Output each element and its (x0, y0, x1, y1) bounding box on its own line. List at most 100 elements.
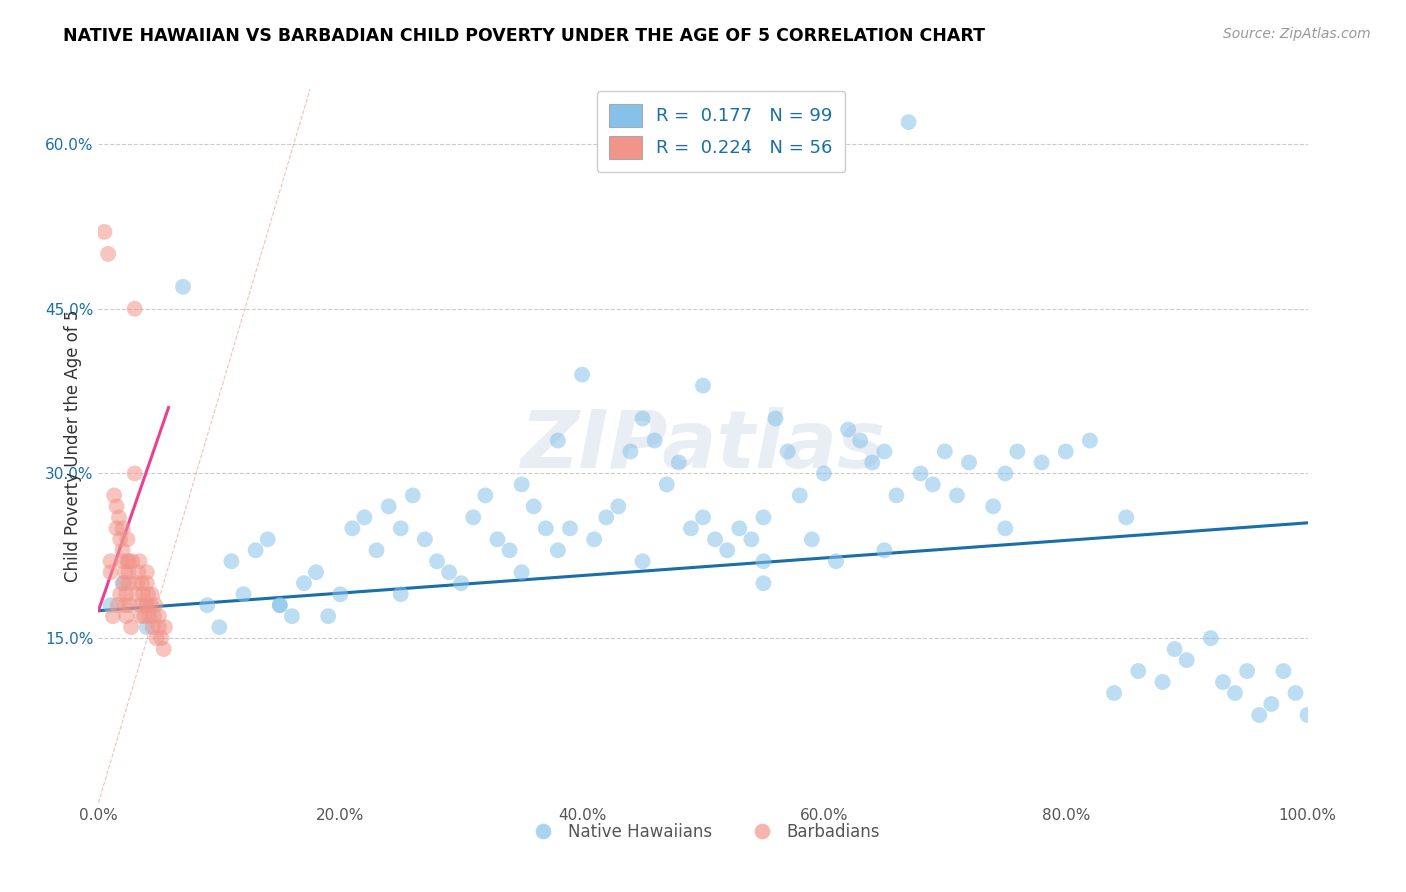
Point (127, 566, 149, 580)
Point (1212, 675, 1234, 690)
Point (100, 554, 122, 568)
Point (619, 444, 641, 458)
Point (195, 598, 218, 612)
Text: Source: ZipAtlas.com: Source: ZipAtlas.com (1223, 27, 1371, 41)
Point (474, 488, 496, 502)
Point (150, 631, 173, 645)
Point (921, 477, 943, 491)
Point (837, 423, 859, 437)
Point (946, 488, 969, 502)
Point (153, 620, 176, 634)
Point (120, 620, 142, 634)
Point (125, 587, 148, 601)
Point (108, 510, 131, 524)
Point (1115, 510, 1137, 524)
Point (138, 609, 160, 624)
Point (679, 521, 702, 535)
Point (510, 477, 533, 491)
Point (353, 510, 375, 524)
Point (208, 620, 231, 634)
Point (107, 598, 129, 612)
Point (136, 587, 159, 601)
Point (1260, 697, 1282, 711)
Point (128, 554, 150, 568)
Point (148, 620, 170, 634)
Point (115, 587, 138, 601)
Point (269, 598, 291, 612)
Point (486, 533, 509, 547)
Point (389, 587, 412, 601)
Point (105, 521, 128, 535)
Point (934, 444, 956, 458)
Point (523, 500, 546, 514)
Point (897, 115, 920, 129)
Point (957, 455, 980, 469)
Point (141, 587, 163, 601)
Point (789, 488, 811, 502)
Point (118, 598, 141, 612)
Point (402, 488, 425, 502)
Point (607, 500, 630, 514)
Point (1054, 444, 1077, 458)
Point (118, 554, 141, 568)
Point (135, 598, 157, 612)
Point (1078, 434, 1101, 448)
Point (111, 576, 134, 591)
Point (281, 609, 304, 624)
Point (117, 533, 139, 547)
Point (305, 566, 328, 580)
Point (135, 598, 157, 612)
Point (752, 576, 775, 591)
Point (631, 554, 654, 568)
Point (112, 576, 135, 591)
Point (994, 521, 1017, 535)
Point (1175, 653, 1198, 667)
Point (1102, 686, 1125, 700)
Point (994, 467, 1017, 481)
Point (132, 587, 155, 601)
Point (121, 554, 143, 568)
Point (813, 467, 835, 481)
Point (873, 444, 896, 458)
Point (129, 609, 152, 624)
Point (437, 566, 460, 580)
Point (103, 488, 125, 502)
Point (1163, 642, 1185, 657)
Y-axis label: Child Poverty Under the Age of 5: Child Poverty Under the Age of 5 (63, 310, 82, 582)
Point (118, 566, 141, 580)
Point (1249, 708, 1271, 723)
Point (108, 587, 131, 601)
Point (111, 543, 134, 558)
Point (860, 455, 883, 469)
Point (108, 533, 131, 547)
Point (1296, 708, 1319, 723)
Point (135, 620, 157, 634)
Point (142, 620, 165, 634)
Point (668, 455, 690, 469)
Point (135, 566, 157, 580)
Point (704, 533, 727, 547)
Point (100, 566, 122, 580)
Point (692, 378, 714, 392)
Point (450, 576, 472, 591)
Point (97, 247, 120, 261)
Point (114, 566, 136, 580)
Point (1284, 686, 1306, 700)
Point (245, 543, 267, 558)
Point (342, 521, 364, 535)
Point (1128, 664, 1150, 678)
Point (93, 225, 115, 239)
Point (583, 533, 606, 547)
Point (547, 434, 569, 448)
Point (849, 434, 872, 448)
Point (143, 609, 166, 624)
Point (124, 301, 146, 316)
Point (101, 609, 124, 624)
Point (910, 467, 932, 481)
Point (118, 576, 141, 591)
Point (117, 554, 139, 568)
Point (825, 554, 848, 568)
Point (377, 500, 399, 514)
Point (232, 587, 254, 601)
Point (981, 500, 1004, 514)
